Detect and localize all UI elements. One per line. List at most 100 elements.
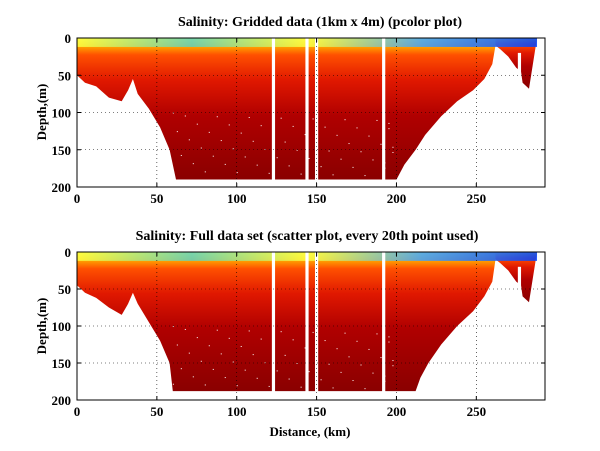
bottom-speckle <box>188 352 190 354</box>
top-data-gap <box>314 38 319 187</box>
top-speckle <box>188 139 190 141</box>
bottom-salinity-field <box>77 252 496 392</box>
top-speckle <box>200 147 202 149</box>
bottom-speckle <box>220 353 222 355</box>
top-xtick-label: 50 <box>150 191 163 206</box>
chart-bottom-xlabel: Distance, (km) <box>270 424 351 439</box>
bottom-speckle <box>256 377 258 379</box>
top-speckle <box>244 156 246 158</box>
bottom-speckle <box>364 388 366 390</box>
bottom-speckle <box>392 365 394 367</box>
top-speckle <box>376 119 378 121</box>
top-speckle <box>268 172 270 174</box>
bottom-speckle <box>376 333 378 335</box>
bottom-speckle <box>260 338 262 340</box>
chart-top-plot-area: 0 50 100 150 200 250 0 50 100 150 200 <box>52 31 546 206</box>
bottom-speckle <box>192 376 194 378</box>
bottom-speckle <box>308 371 310 373</box>
bottom-speckle <box>172 326 174 327</box>
top-xtick-label: 100 <box>227 191 247 206</box>
chart-top-ylabel: Depth,(m) <box>34 84 49 141</box>
bottom-data-gap <box>314 252 319 400</box>
bottom-ytick-label: 100 <box>52 319 72 334</box>
top-speckle <box>372 159 374 161</box>
top-speckle <box>300 173 302 175</box>
top-speckle <box>388 122 390 124</box>
bottom-speckle <box>332 387 334 389</box>
top-ytick-label: 200 <box>52 180 72 195</box>
bottom-speckle <box>268 385 270 387</box>
top-speckle <box>192 163 194 165</box>
top-speckle <box>256 164 258 166</box>
bottom-speckle <box>196 337 198 339</box>
top-speckle <box>248 116 250 118</box>
bottom-speckle <box>284 354 286 356</box>
top-speckle <box>304 134 306 136</box>
top-speckle <box>260 125 262 127</box>
top-speckle <box>328 150 330 152</box>
top-speckle <box>308 157 310 159</box>
bottom-xtick-label: 250 <box>467 404 487 419</box>
bottom-speckle <box>244 369 246 371</box>
bottom-speckle <box>300 386 302 388</box>
bottom-speckle <box>200 360 202 362</box>
bottom-speckle <box>312 331 314 333</box>
chart-top: Salinity: Gridded data (1km x 4m) (pcolo… <box>34 15 546 206</box>
bottom-ytick-label: 150 <box>52 356 72 371</box>
bottom-speckle <box>344 332 346 334</box>
bottom-speckle <box>360 364 362 366</box>
bottom-speckle <box>372 372 374 374</box>
bottom-xtick-label: 100 <box>227 404 247 419</box>
bottom-speckle <box>216 329 218 331</box>
top-speckle <box>236 172 238 174</box>
bottom-speckle <box>336 348 338 350</box>
top-speckle <box>388 128 390 130</box>
bottom-data-gap <box>382 252 386 400</box>
top-salinity-field <box>77 38 496 180</box>
bottom-speckle <box>172 383 174 385</box>
top-ytick-label: 100 <box>52 106 72 121</box>
bottom-speckle <box>328 363 330 365</box>
top-speckle <box>320 166 322 168</box>
bottom-speckle <box>252 354 254 356</box>
top-speckle <box>356 127 358 129</box>
bottom-speckle <box>368 348 370 350</box>
top-speckle <box>312 118 314 120</box>
bottom-salinity-field-east <box>495 252 537 303</box>
top-speckle <box>344 119 346 121</box>
bottom-speckle <box>228 337 230 339</box>
top-speckle <box>228 124 230 126</box>
bottom-speckle <box>356 340 358 342</box>
bottom-speckle <box>208 345 210 347</box>
bottom-xtick-label: 200 <box>387 404 407 419</box>
bottom-speckle <box>212 368 214 370</box>
top-speckle <box>340 158 342 160</box>
chart-bottom-ylabel: Depth,(m) <box>34 298 49 355</box>
bottom-speckle <box>184 328 186 330</box>
bottom-speckle <box>388 341 390 343</box>
top-speckle <box>224 163 226 165</box>
bottom-speckle <box>248 330 250 332</box>
top-speckle <box>348 143 350 145</box>
top-speckle <box>360 151 362 153</box>
bottom-speckle <box>340 371 342 373</box>
top-speckle <box>392 146 394 148</box>
top-speckle <box>208 131 210 133</box>
top-speckle <box>292 125 294 127</box>
bottom-speckle <box>348 356 350 358</box>
top-speckle <box>288 165 290 167</box>
top-speckle <box>232 148 234 150</box>
top-speckle <box>204 171 206 173</box>
bottom-ytick-label: 200 <box>52 393 72 408</box>
top-data-gap <box>517 52 522 188</box>
bottom-speckle <box>296 363 298 364</box>
bottom-speckle <box>180 368 182 370</box>
top-speckle <box>180 154 182 156</box>
bottom-speckle <box>388 336 390 338</box>
top-salinity-field-east <box>495 38 537 89</box>
top-data-gap <box>382 38 386 187</box>
top-speckle <box>276 157 278 159</box>
top-speckle <box>240 132 242 134</box>
top-xtick-label: 200 <box>387 191 407 206</box>
bottom-speckle <box>224 377 226 379</box>
